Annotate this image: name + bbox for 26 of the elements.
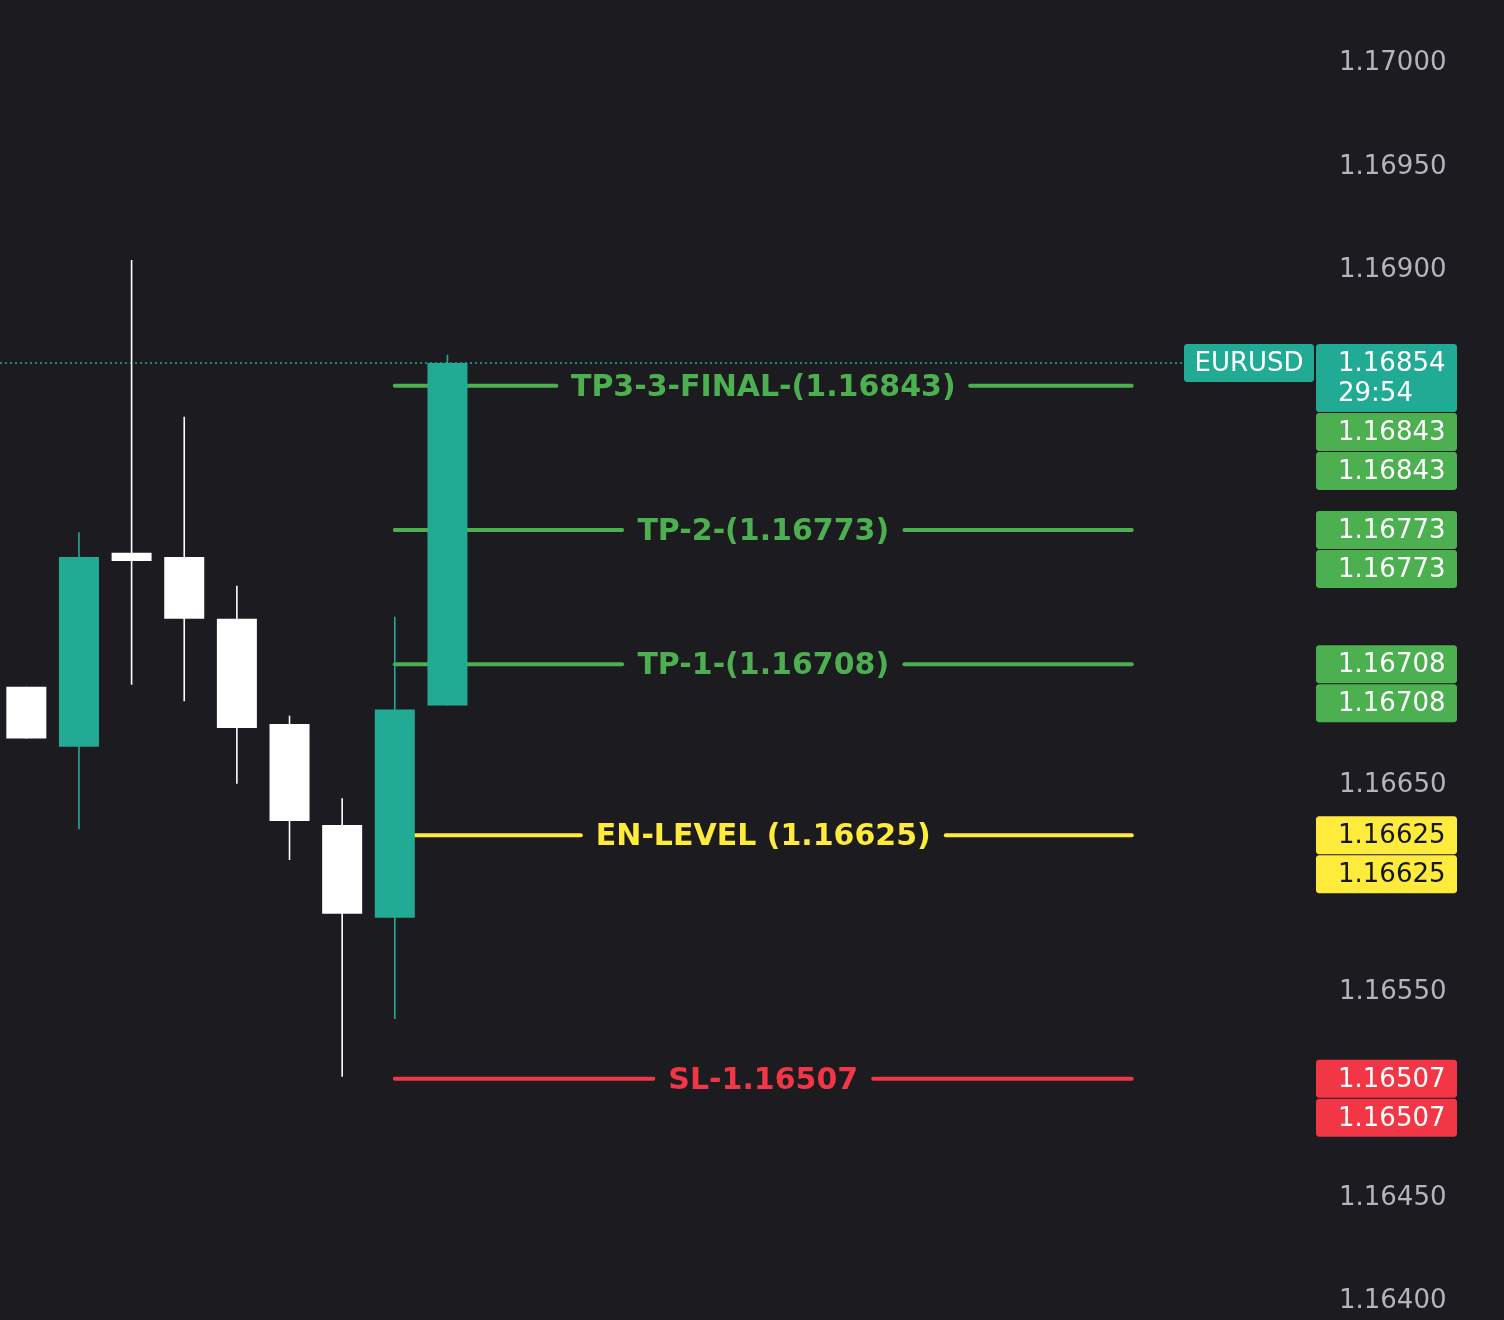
y-tick-label: 1.16950 [1338,149,1447,180]
text: 29:54 [1338,377,1413,407]
text: 1.16625 [1338,858,1446,889]
ref-line-label: SL-1.16507 [668,1060,859,1096]
text: 1.16507 [1338,1101,1446,1132]
ref-line-label: TP-1-(1.16708) [637,646,890,682]
ref-line-label: TP-2-(1.16773) [637,512,890,548]
y-tick-label: 1.16900 [1338,252,1447,283]
y-tick-label: 1.16450 [1338,1180,1447,1211]
y-tick-label: 1.16650 [1338,768,1447,799]
text: 1.16625 [1338,819,1446,850]
ref-line-label: EURUSD [1194,347,1304,377]
y-tick-label: 1.17000 [1338,46,1447,77]
y-tick-label: 1.16400 [1338,1283,1447,1314]
text: 1.16854 [1338,347,1446,377]
text: 1.16843 [1338,455,1446,485]
ref-line-label: EN-LEVEL (1.16625) [595,817,931,853]
text: 1.16773 [1338,514,1446,545]
ref-line-label: TP3-3-FINAL-(1.16843) [570,367,956,403]
text: 1.16773 [1338,553,1446,584]
text: 1.16708 [1338,648,1446,679]
candlestick [111,259,152,686]
text: 1.16708 [1338,687,1446,718]
text: 1.16507 [1338,1062,1446,1093]
text: 1.16843 [1338,416,1446,446]
y-tick-label: 1.16550 [1338,974,1447,1005]
